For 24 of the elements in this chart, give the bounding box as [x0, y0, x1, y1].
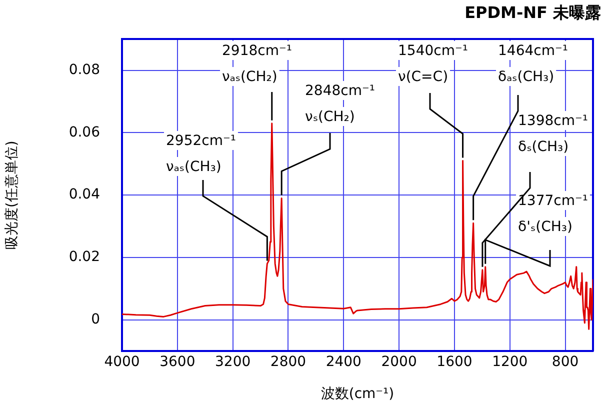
- x-tick-label: 2800: [270, 354, 306, 370]
- x-tick-label: 2400: [326, 354, 362, 370]
- annotation: 2848cm⁻¹ νₛ(CH₂): [305, 83, 375, 125]
- x-tick-label: 800: [552, 354, 579, 370]
- annotation: 2918cm⁻¹ νₐₛ(CH₂): [222, 43, 292, 85]
- x-tick-label: 3200: [215, 354, 251, 370]
- annotation: 1377cm⁻¹ δ'ₛ(CH₃): [518, 193, 588, 235]
- x-tick-label: 3600: [160, 354, 196, 370]
- y-axis-title: 吸光度(任意単位): [4, 140, 20, 250]
- x-tick-label: 4000: [104, 354, 140, 370]
- x-axis-title: 波数(cm⁻¹): [320, 386, 394, 402]
- annotation: 1540cm⁻¹ ν(C=C): [398, 43, 468, 85]
- y-tick-label: 0.06: [68, 124, 100, 140]
- x-tick-label: 2000: [381, 354, 417, 370]
- y-tick-label: 0: [91, 311, 100, 328]
- x-tick-label: 1200: [492, 354, 528, 370]
- annotation: 1464cm⁻¹ δₐₛ(CH₃): [498, 43, 568, 85]
- y-tick-label: 0.02: [68, 249, 100, 266]
- y-tick-label: 0.08: [68, 62, 100, 78]
- annotation: 2952cm⁻¹ νₐₛ(CH₃): [166, 133, 236, 175]
- x-tick-label: 1600: [436, 354, 472, 370]
- chart-title: EPDM-NF 未曝露: [464, 2, 601, 22]
- annotation: 1398cm⁻¹ δₛ(CH₃): [518, 113, 588, 155]
- y-tick-label: 0.04: [68, 186, 100, 203]
